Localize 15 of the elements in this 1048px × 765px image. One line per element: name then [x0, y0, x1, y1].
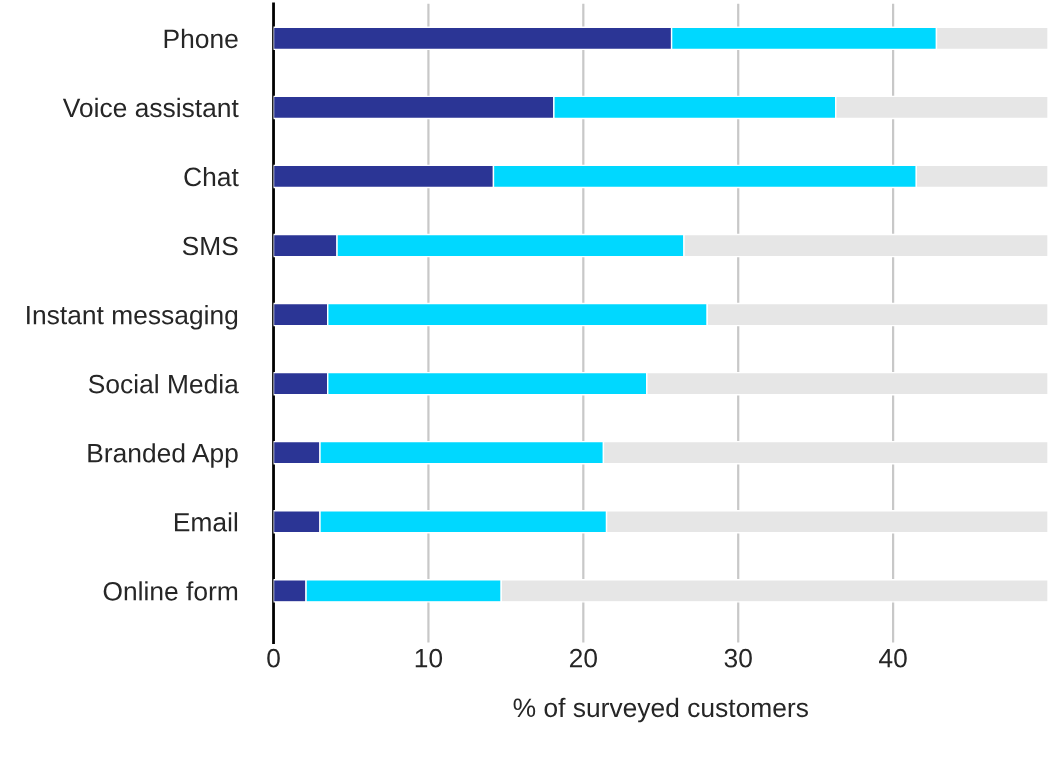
- y-tick-label: Social Media: [88, 374, 239, 394]
- y-tick-label: SMS: [182, 236, 238, 256]
- x-tick-label: 40: [879, 648, 907, 668]
- y-tick-label: Voice assistant: [62, 97, 239, 118]
- x-tick-label: 20: [569, 648, 597, 668]
- y-tick-label: Phone: [164, 28, 238, 49]
- y-tick-label: Online form: [103, 581, 238, 601]
- y-tick-label: Chat: [184, 166, 239, 187]
- x-tick-label: 0: [267, 648, 280, 668]
- y-tick-label: Email: [174, 512, 238, 532]
- x-tick-label: 30: [724, 648, 752, 668]
- y-tick-label: Branded App: [88, 443, 238, 468]
- x-axis-title: % of surveyed customers: [513, 697, 808, 723]
- x-tick-label: 10: [415, 648, 443, 668]
- y-tick-label: Instant messaging: [27, 305, 238, 330]
